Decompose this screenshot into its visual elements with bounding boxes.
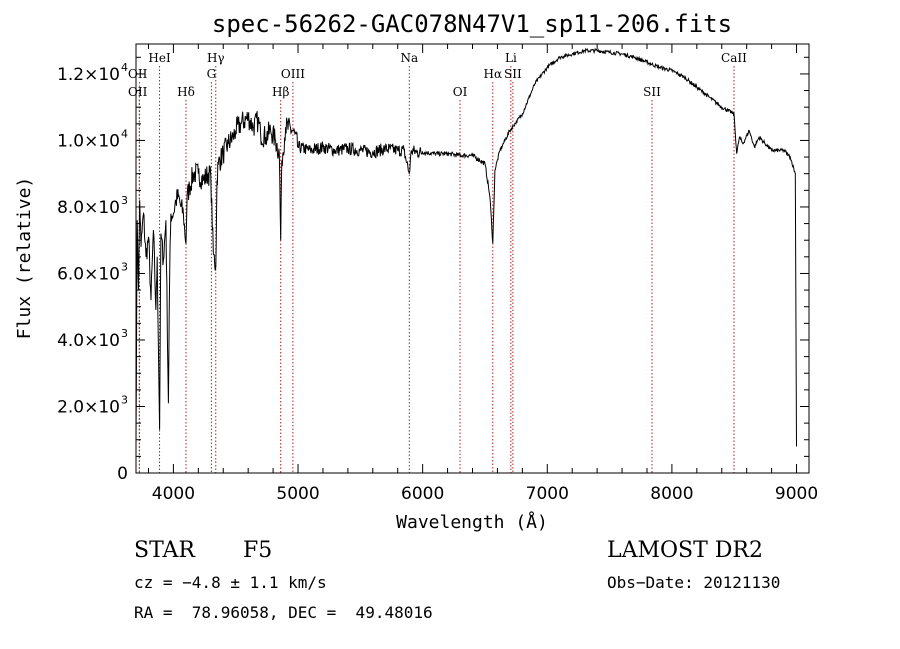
- x-tick-label: 7000: [526, 484, 569, 504]
- x-tick-label: 5000: [276, 484, 319, 504]
- redshift-value: cz = −4.8 ± 1.1 km/s: [134, 573, 327, 592]
- y-tick-label: 0: [117, 464, 128, 484]
- line-label: Li: [505, 51, 517, 65]
- object-class: STAR: [134, 538, 195, 563]
- line-label: Hγ: [207, 51, 225, 65]
- survey-name: LAMOST DR2: [607, 538, 763, 563]
- object-subclass: F5: [243, 538, 273, 563]
- line-label: OI: [453, 85, 468, 99]
- line-label: Hα: [484, 67, 503, 81]
- line-label: Hδ: [177, 85, 195, 99]
- line-label: Na: [400, 51, 418, 65]
- y-axis: 02.0×10 34.0×10 36.0×10 38.0×10 31.0×10 41.2×…: [57, 56, 809, 484]
- coordinates: RA = 78.96058, DEC = 49.48016: [134, 603, 433, 622]
- x-axis: 4000 5000 6000 7000 8000 9000: [147, 44, 818, 504]
- line-label: HeI: [148, 51, 171, 65]
- y-tick-exponent: 3: [121, 393, 128, 406]
- x-tick-label: 6000: [401, 484, 444, 504]
- observation-date: Obs−Date: 20121130: [607, 573, 781, 592]
- y-tick-exponent: 4: [121, 61, 128, 74]
- spectral-line-markers: [138, 66, 735, 473]
- x-tick-label: 9000: [775, 484, 818, 504]
- y-tick-label: 8.0×10: [57, 198, 120, 218]
- y-tick-label: 1.2×10: [57, 65, 120, 85]
- line-label: G: [207, 67, 217, 81]
- line-label: OII: [128, 85, 148, 99]
- spectrum-line: [135, 47, 797, 447]
- line-label: SII: [643, 85, 661, 99]
- x-tick-label: 4000: [152, 484, 195, 504]
- line-label: SII: [504, 67, 522, 81]
- y-tick-label: 2.0×10: [57, 397, 120, 417]
- y-tick-label: 1.0×10: [57, 131, 120, 151]
- line-label: Hβ: [272, 85, 289, 99]
- x-tick-label: 8000: [650, 484, 693, 504]
- y-tick-exponent: 4: [121, 127, 128, 140]
- y-tick-label: 6.0×10: [57, 264, 120, 284]
- y-tick-exponent: 3: [121, 194, 128, 207]
- y-tick-exponent: 3: [121, 327, 128, 340]
- line-label: CaII: [721, 51, 747, 65]
- line-label: OIII: [281, 67, 305, 81]
- y-tick-label: 4.0×10: [57, 331, 120, 351]
- chart-title: spec-56262-GAC078N47V1_sp11-206.fits: [212, 10, 732, 38]
- plot-frame: [135, 43, 810, 474]
- y-axis-label: Flux (relative): [14, 177, 35, 340]
- y-tick-exponent: 3: [121, 260, 128, 273]
- x-axis-label: Wavelength (Å): [396, 511, 548, 533]
